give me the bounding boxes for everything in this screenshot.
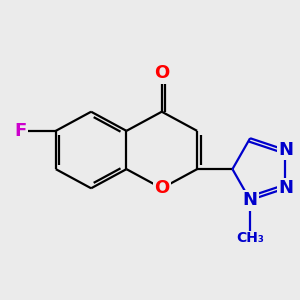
Text: N: N bbox=[243, 191, 258, 209]
Text: O: O bbox=[154, 179, 170, 197]
Text: N: N bbox=[278, 179, 293, 197]
Text: CH₃: CH₃ bbox=[236, 231, 264, 245]
Text: O: O bbox=[154, 64, 170, 82]
Text: F: F bbox=[14, 122, 27, 140]
Text: N: N bbox=[278, 141, 293, 159]
